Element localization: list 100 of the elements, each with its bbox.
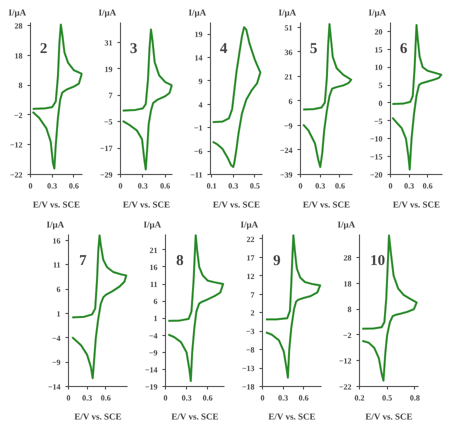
x-tick-label: 0 — [388, 182, 392, 190]
x-axis-title: E/V vs. SCE — [171, 412, 218, 422]
y-tick-label: 8 — [18, 81, 22, 90]
x-tick-label: 0.6 — [422, 182, 433, 190]
y-tick-label: 6 — [288, 96, 292, 106]
y-tick-label: 28 — [14, 21, 22, 30]
y-tick-label: 28 — [344, 254, 352, 263]
y-tick-label: −14 — [48, 382, 61, 392]
x-tick-label: 0.6 — [160, 182, 170, 190]
line-series — [122, 28, 172, 170]
y-tick-label: −9 — [148, 348, 158, 358]
y-tick-label: −15 — [370, 152, 383, 162]
y-tick-label: −4 — [52, 334, 61, 343]
y-tick-label: −22 — [10, 170, 23, 180]
line-series — [212, 26, 262, 168]
y-tick-label: −11 — [190, 170, 203, 180]
x-axis-title: E/V vs. SCE — [212, 200, 260, 210]
x-tick-label: 0.6 — [202, 394, 213, 402]
y-tick-label: 21 — [284, 72, 292, 82]
y-tick-label: 6 — [154, 297, 158, 306]
text: 2 — [40, 40, 48, 57]
y-tick-label: 11 — [52, 260, 61, 270]
y-tick-label: −24 — [280, 146, 293, 155]
y-tick-label: 9 — [198, 76, 202, 86]
y-tick-label: 1 — [56, 309, 60, 318]
x-tick-label: 0 — [28, 182, 32, 190]
x-axis-title: E/V vs. SCE — [392, 200, 440, 210]
text: 5 — [310, 40, 318, 57]
y-tick-label: 18 — [14, 51, 22, 60]
y-tick-label: 15 — [374, 45, 382, 54]
y-tick-label: −39 — [280, 170, 293, 180]
x-tick-label: 0.5 — [382, 394, 392, 402]
line-series — [167, 234, 224, 382]
line-series — [32, 24, 82, 170]
y-tick-label: 1 — [154, 314, 158, 324]
y-tick-label: 16 — [150, 262, 158, 272]
x-tick-label: 0 — [66, 394, 70, 402]
line-series — [71, 234, 128, 380]
line-series — [391, 24, 442, 170]
text: 3 — [130, 40, 138, 57]
y-tick-label: −12 — [338, 356, 352, 366]
x-tick-label: 0 — [118, 182, 122, 190]
x-axis-title: E/V vs. SCE — [302, 200, 350, 210]
y-tick-label: 20 — [374, 27, 382, 36]
y-tick-label: 14 — [194, 54, 202, 63]
y-axis-title: I/μA — [368, 8, 387, 18]
y-tick-label: −4 — [148, 331, 158, 340]
y-tick-label: −10 — [370, 134, 383, 144]
y-tick-label: 7 — [108, 91, 112, 100]
y-axis-title: I/μA — [98, 8, 117, 18]
x-tick-label: 0.6 — [68, 182, 79, 190]
text: 6 — [400, 40, 408, 57]
y-tick-label: −9 — [284, 121, 293, 130]
x-tick-label: 0 — [164, 394, 168, 402]
text: 8 — [176, 252, 184, 269]
x-tick-label: 0.1 — [206, 182, 217, 190]
y-tick-label: −12 — [10, 140, 23, 150]
x-tick-label: 0.3 — [182, 394, 192, 402]
y-axis-title: I/μA — [278, 8, 297, 18]
y-tick-label: −6 — [194, 147, 203, 156]
y-axis-title: I/μA — [240, 220, 259, 230]
text: 7 — [79, 252, 88, 269]
y-tick-label: 6 — [56, 285, 60, 294]
y-tick-label: −8 — [246, 346, 255, 355]
y-tick-label: 8 — [348, 305, 352, 314]
x-tick-label: 0.3 — [228, 182, 238, 190]
x-tick-label: 0.3 — [278, 394, 288, 402]
x-tick-label: 0.5 — [250, 182, 260, 190]
x-tick-label: 0 — [260, 394, 264, 402]
y-tick-label: 2 — [250, 308, 254, 318]
y-tick-label: −3 — [246, 327, 255, 336]
y-tick-label: −2 — [14, 110, 23, 120]
y-tick-label: 5 — [378, 81, 382, 90]
y-tick-label: −19 — [144, 382, 158, 392]
line-series — [264, 234, 322, 379]
x-tick-label: 0.3 — [47, 182, 58, 190]
y-tick-label: 51 — [284, 23, 292, 32]
y-tick-label: −5 — [374, 116, 383, 126]
y-axis-title: I/μA — [338, 220, 356, 230]
x-tick-label: 0.2 — [354, 394, 364, 402]
y-tick-label: −1 — [194, 124, 203, 133]
x-axis-title: E/V vs. SCE — [32, 200, 80, 210]
y-axis-title: I/μA — [8, 8, 27, 18]
y-tick-label: 10 — [374, 63, 382, 72]
line-series — [302, 23, 352, 168]
x-axis-title: E/V vs. SCE — [122, 200, 170, 210]
x-tick-label: 0.6 — [334, 182, 345, 190]
x-tick-label: 0.3 — [404, 182, 414, 190]
y-tick-label: 22 — [246, 234, 254, 244]
y-tick-label: −13 — [242, 364, 255, 374]
y-tick-label: −20 — [370, 170, 383, 180]
x-axis-title: E/V vs. SCE — [268, 412, 316, 422]
x-tick-label: 0 — [298, 182, 302, 190]
y-tick-label: −18 — [242, 382, 255, 392]
y-axis-title: I/μA — [188, 8, 207, 18]
y-tick-label: 21 — [150, 246, 158, 255]
x-tick-label: 0.3 — [315, 182, 326, 190]
y-tick-label: 36 — [284, 48, 292, 57]
y-tick-label: 18 — [344, 279, 352, 288]
x-tick-label: 0.3 — [82, 394, 92, 402]
